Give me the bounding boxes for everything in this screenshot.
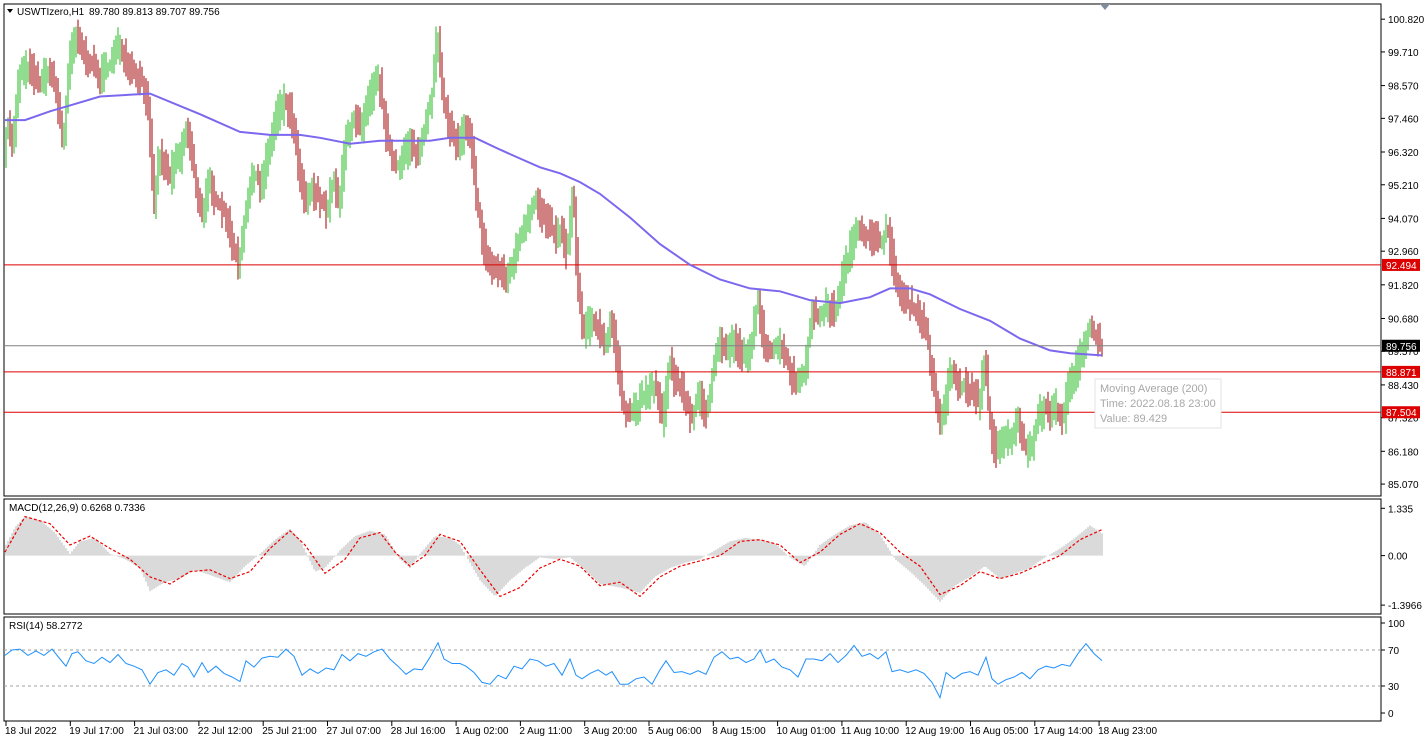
time-axis-tick-label: 22 Jul 12:00: [198, 726, 253, 737]
price-level-tag-label: 92.494: [1386, 261, 1417, 272]
price-axis-tick-label: 88.430: [1388, 381, 1419, 392]
time-axis-tick-label: 19 Jul 17:00: [69, 726, 124, 737]
rsi-axis-tick-label: 70: [1388, 646, 1400, 657]
rsi-axis-tick-label: 0: [1388, 709, 1394, 720]
rsi-label: RSI(14) 58.2772: [9, 621, 83, 632]
price-level-tag-label: 87.504: [1386, 408, 1417, 419]
rsi-panel-frame: [3, 616, 1382, 722]
macd-signal-line: [4, 515, 1103, 598]
rsi-axis-tick-label: 30: [1388, 682, 1400, 693]
price-level-tag-label: 88.871: [1386, 368, 1417, 379]
current-price-tag-label: 89.756: [1386, 342, 1417, 353]
price-axis-tick-label: 95.210: [1388, 181, 1419, 192]
rsi-axis: 100 70 30 0: [1381, 619, 1405, 720]
moving-average-200-line: [5, 92, 1103, 357]
rsi-levels: [4, 649, 1381, 687]
macd-label: MACD(12,26,9) 0.6268 0.7336: [9, 503, 146, 514]
ma-tooltip: Moving Average (200) Time: 2022.08.18 23…: [1094, 378, 1222, 429]
time-axis-tick-label: 12 Aug 19:00: [905, 726, 964, 737]
symbol-dropdown-icon[interactable]: [7, 9, 13, 13]
current-price-tag-bg: [1382, 339, 1420, 352]
level-tags: 92.494 88.871 87.504: [1382, 258, 1420, 419]
time-axis-tick-label: 18 Aug 23:00: [1098, 726, 1157, 737]
time-axis-tick-label: 17 Aug 14:00: [1034, 726, 1093, 737]
time-axis-tick-label: 1 Aug 02:00: [455, 726, 509, 737]
price-axis-tick-label: 97.460: [1388, 114, 1419, 125]
price-axis-tick-label: 90.680: [1388, 314, 1419, 325]
price-axis-tick-label: 99.710: [1388, 48, 1419, 59]
price-axis-tick-label: 94.070: [1388, 214, 1419, 225]
price-axis-tick-label: 89.570: [1388, 347, 1419, 358]
price-axis-tick-label: 96.320: [1388, 148, 1419, 159]
macd-axis-tick-label: 1.335: [1388, 504, 1413, 515]
price-level-tag-bg: [1382, 365, 1420, 378]
price-level-tag-bg: [1382, 406, 1420, 419]
current-price-tag: 89.756: [1382, 339, 1420, 353]
rsi-axis-tick-label: 100: [1388, 619, 1405, 630]
price-axis-tick-label: 87.320: [1388, 414, 1419, 425]
chart-shift-marker-icon[interactable]: [1100, 4, 1110, 10]
time-axis-tick-label: 18 Jul 2022: [5, 726, 57, 737]
time-axis-tick-label: 2 Aug 11:00: [519, 726, 572, 737]
ma-tooltip-value: Value: 89.429: [1100, 413, 1167, 425]
price-axis-tick-label: 85.070: [1388, 480, 1419, 491]
time-axis-tick-label: 28 Jul 16:00: [391, 726, 446, 737]
price-axis-tick-label: 86.180: [1388, 447, 1419, 458]
symbol-label: USWTIzero,H1: [17, 7, 85, 18]
macd-axis-tick-label: 0.00: [1388, 552, 1408, 563]
time-axis-tick-label: 10 Aug 01:00: [777, 726, 836, 737]
time-axis: 18 Jul 2022 19 Jul 17:00 21 Jul 03:00 22 Ju…: [5, 721, 1157, 737]
time-axis-tick-label: 27 Jul 07:00: [327, 726, 382, 737]
time-axis-tick-label: 21 Jul 03:00: [134, 726, 189, 737]
ma-tooltip-time: Time: 2022.08.18 23:00: [1100, 398, 1216, 410]
price-axis-tick-label: 98.570: [1388, 82, 1419, 93]
price-axis-tick-label: 100.820: [1388, 15, 1425, 26]
time-axis-tick-label: 3 Aug 20:00: [584, 726, 638, 737]
macd-axis: 1.335 0.00 -1.3966: [1381, 504, 1422, 612]
ohlc-label: 89.780 89.813 89.707 89.756: [89, 7, 220, 18]
price-level-tag-bg: [1382, 258, 1420, 271]
price-axis-tick-label: 92.960: [1388, 247, 1419, 258]
macd-axis-tick-label: -1.3966: [1388, 601, 1422, 612]
ma-tooltip-box: [1094, 378, 1222, 429]
price-axis-tick-label: 91.820: [1388, 281, 1419, 292]
time-axis-tick-label: 11 Aug 10:00: [841, 726, 900, 737]
rsi-line: [4, 641, 1103, 700]
time-axis-tick-label: 8 Aug 15:00: [712, 726, 766, 737]
time-axis-tick-label: 25 Jul 21:00: [262, 726, 317, 737]
ma-tooltip-title: Moving Average (200): [1100, 383, 1207, 395]
price-axis: 100.820 99.710 98.570 97.460 96.320 95.210 94.…: [1381, 15, 1425, 491]
time-axis-tick-label: 5 Aug 06:00: [648, 726, 702, 737]
time-axis-tick-label: 16 Aug 05:00: [970, 726, 1029, 737]
